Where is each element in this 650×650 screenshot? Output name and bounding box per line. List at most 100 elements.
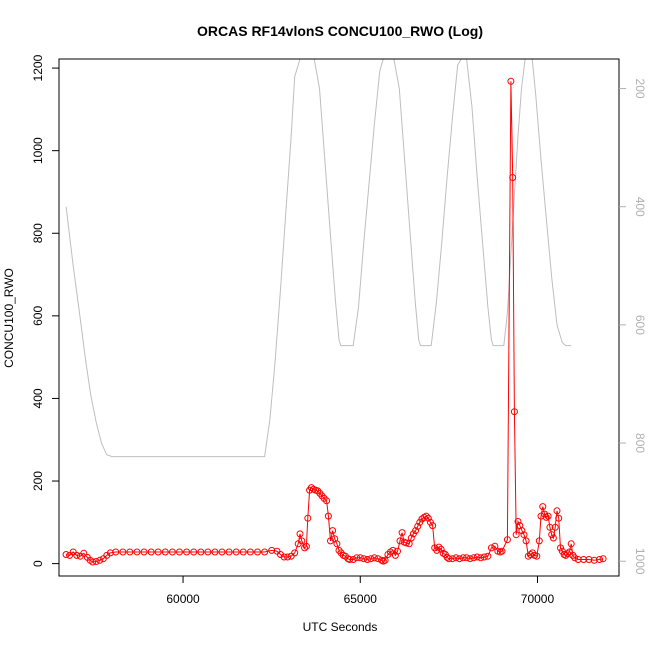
- x-tick-label: 65000: [344, 592, 378, 606]
- data-point: [539, 503, 547, 511]
- data-point: [580, 556, 588, 563]
- data-point: [590, 556, 598, 564]
- data-point: [459, 554, 467, 562]
- data-point: [477, 554, 485, 562]
- x-axis-label: UTC Seconds: [303, 620, 378, 634]
- data-point: [518, 527, 526, 535]
- data-point: [190, 548, 198, 556]
- data-point: [487, 544, 495, 552]
- data-point: [398, 529, 406, 537]
- data-point: [429, 522, 437, 530]
- data-point: [470, 554, 478, 562]
- data-point: [596, 556, 603, 563]
- y-tick-label: 0: [31, 560, 45, 567]
- data-point: [323, 497, 331, 505]
- data-point: [456, 555, 463, 563]
- data-point: [414, 522, 422, 530]
- data-point: [435, 543, 443, 551]
- x-tick-label: 70000: [521, 592, 555, 606]
- data-point: [544, 512, 552, 520]
- data-point: [298, 537, 306, 545]
- data-point: [522, 537, 530, 545]
- data-point: [168, 548, 176, 556]
- data-point: [232, 548, 240, 556]
- data-point: [546, 523, 554, 531]
- data-point: [396, 537, 404, 545]
- data-point: [176, 548, 183, 556]
- data-point: [301, 544, 309, 552]
- data-point: [498, 547, 506, 555]
- data-point: [507, 77, 515, 85]
- data-point: [261, 548, 269, 556]
- data-point: [535, 537, 543, 545]
- y2-tick-label: 600: [633, 315, 647, 335]
- data-point: [96, 556, 104, 564]
- data-point: [346, 556, 354, 563]
- data-point: [324, 512, 332, 520]
- data-point: [526, 551, 534, 558]
- data-point: [329, 527, 337, 535]
- data-point: [509, 174, 517, 181]
- y-tick-label: 200: [31, 471, 45, 491]
- secondary-y-axis: 200 400 600 800 1000: [619, 79, 647, 575]
- data-point: [541, 510, 549, 518]
- data-point: [520, 531, 528, 539]
- series-layer: [62, 59, 607, 566]
- secondary-series-line: [65, 59, 572, 458]
- y-tick-label: 800: [31, 223, 45, 243]
- data-point: [445, 555, 453, 563]
- data-point: [512, 531, 520, 539]
- data-point: [553, 507, 561, 515]
- data-point: [422, 512, 430, 520]
- data-point: [183, 548, 191, 556]
- data-point: [133, 548, 141, 556]
- data-point: [204, 548, 212, 556]
- data-point: [119, 548, 127, 556]
- data-point: [402, 539, 410, 547]
- data-point: [574, 556, 582, 563]
- data-point: [291, 549, 299, 557]
- data-point: [599, 555, 607, 563]
- data-point: [381, 556, 389, 564]
- data-point: [147, 548, 155, 556]
- data-point: [452, 554, 460, 562]
- data-point: [353, 554, 361, 562]
- data-point: [296, 530, 304, 538]
- y2-tick-label: 200: [633, 79, 647, 99]
- data-point: [211, 548, 219, 556]
- y-axis-label: CONCU100_RWO: [2, 268, 16, 368]
- data-point: [424, 514, 432, 522]
- y-tick-label: 1200: [31, 54, 45, 81]
- data-point: [571, 554, 579, 562]
- y-tick-label: 600: [31, 306, 45, 326]
- data-point: [412, 527, 420, 535]
- data-point: [225, 548, 233, 556]
- y2-tick-label: 800: [633, 433, 647, 453]
- data-point: [394, 547, 401, 555]
- data-point: [484, 552, 492, 560]
- x-tick-label: 60000: [166, 592, 200, 606]
- data-point: [280, 553, 288, 561]
- data-point: [161, 548, 169, 556]
- x-axis: 60000 65000 70000: [166, 575, 555, 606]
- data-point: [154, 548, 162, 556]
- data-point: [302, 542, 310, 550]
- data-point: [80, 549, 88, 557]
- data-point: [112, 548, 120, 556]
- data-point: [333, 540, 341, 548]
- data-point: [363, 556, 371, 563]
- data-point: [542, 513, 550, 521]
- data-point: [567, 540, 575, 548]
- data-point: [73, 551, 81, 559]
- data-point: [349, 556, 357, 563]
- data-point: [327, 537, 334, 545]
- data-point: [356, 554, 364, 562]
- y2-tick-label: 1000: [633, 548, 647, 575]
- data-point: [480, 553, 488, 561]
- data-point: [551, 523, 559, 531]
- data-point: [284, 553, 292, 561]
- data-point: [448, 555, 456, 563]
- y-tick-label: 400: [31, 388, 45, 408]
- data-point: [533, 552, 541, 560]
